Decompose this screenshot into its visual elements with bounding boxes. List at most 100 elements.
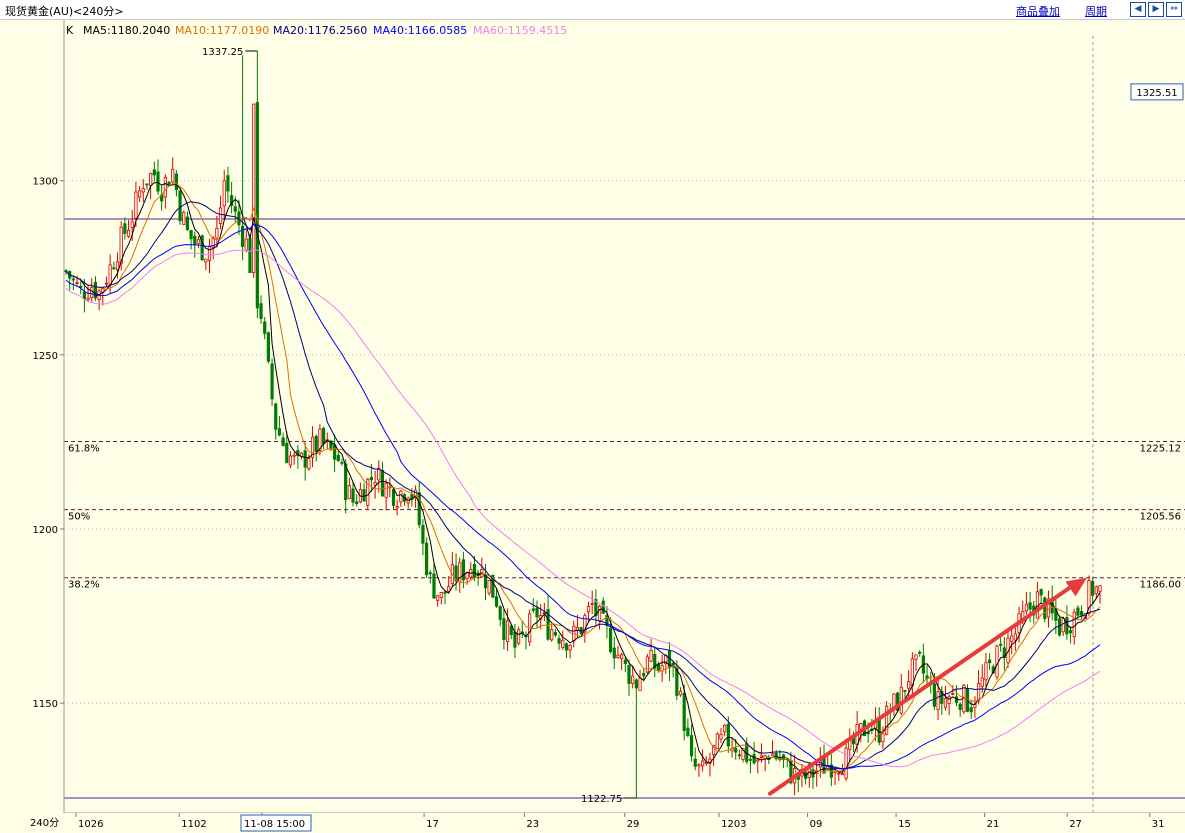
candle-body: [741, 748, 745, 760]
candle-body: [907, 681, 911, 689]
candle-body: [425, 542, 429, 576]
ma60-legend: MA60:1159.4515: [473, 24, 567, 37]
candle-body: [638, 677, 642, 691]
x-tick-label: 15: [898, 819, 911, 830]
candle-body: [976, 683, 981, 702]
candle-body: [568, 644, 572, 651]
candle-body: [421, 525, 425, 544]
candle-body: [1024, 603, 1029, 612]
candle-body: [999, 643, 1003, 646]
chart-annotations: 1337.25 1122.75 1325.51: [202, 47, 1184, 805]
candle-body: [903, 689, 907, 692]
cursor-time-frame: [240, 814, 312, 832]
candle-body: [310, 436, 315, 458]
candle-body: [263, 321, 267, 334]
candle-body: [918, 651, 922, 654]
candle-body: [207, 245, 212, 261]
candle-body: [586, 606, 591, 613]
candle-body: [712, 744, 716, 756]
candle-body: [204, 258, 208, 263]
candle-body: [958, 703, 962, 710]
ma5-legend: MA5:1180.2040: [83, 24, 170, 37]
candle-body: [344, 463, 348, 501]
candle-body: [355, 501, 359, 505]
trend-arrow-shaft: [768, 580, 1079, 796]
candle-body: [178, 190, 182, 222]
candle-body: [936, 691, 940, 710]
candle-body: [119, 226, 123, 265]
candle-body: [200, 235, 204, 261]
ma-line-ma10: [65, 183, 1101, 773]
candle-body: [980, 677, 984, 687]
candle-body: [682, 692, 686, 731]
candle-body: [384, 483, 388, 498]
overlay-button[interactable]: 商品叠加: [1016, 5, 1060, 18]
arrow-right-icon[interactable]: ▶: [1148, 2, 1164, 17]
candle-body: [303, 450, 307, 468]
candle-body: [608, 628, 613, 653]
candle-body: [932, 683, 937, 707]
candle-body: [145, 183, 149, 186]
level-left-label: 50%: [68, 512, 90, 523]
candle-body: [734, 747, 738, 753]
candle-body: [156, 171, 160, 192]
candle-body: [969, 707, 973, 713]
candle-body: [653, 654, 657, 669]
candle-body: [369, 477, 374, 481]
candle-body: [590, 603, 594, 605]
x-tick-label: 27: [1069, 819, 1082, 830]
candle-body: [730, 748, 734, 752]
candle-body: [723, 724, 727, 733]
candle-body: [837, 772, 841, 775]
candle-body: [726, 723, 730, 747]
candle-body: [362, 489, 366, 502]
nav-icons: ◀ ▶ ⇔: [1130, 2, 1182, 17]
level-right-label: 1225.12: [1140, 443, 1181, 454]
arrow-left-icon[interactable]: ◀: [1130, 2, 1146, 17]
candle-body: [781, 754, 786, 760]
period-button[interactable]: 周期: [1085, 5, 1107, 18]
candle-body: [1080, 611, 1084, 616]
level-left-label: 38.2%: [68, 580, 100, 591]
candle-body: [226, 175, 230, 192]
candle-body: [1091, 581, 1095, 596]
candle-body: [612, 647, 616, 659]
candle-body: [436, 595, 440, 601]
candle-body: [174, 173, 178, 190]
candle-body: [112, 267, 116, 270]
candle-body: [866, 732, 870, 735]
candle-body: [270, 363, 274, 400]
arrow-expand-icon[interactable]: ⇔: [1166, 2, 1182, 17]
level-right-label: 1186.00: [1140, 580, 1181, 591]
candle-body: [1043, 597, 1047, 620]
candle-body: [494, 596, 499, 607]
candle-body: [472, 564, 477, 579]
period-label: 240分: [30, 817, 59, 829]
trend-arrow: [768, 577, 1087, 796]
candle-body: [715, 733, 719, 750]
candle-body: [292, 454, 296, 457]
candle-body: [189, 229, 193, 240]
moving-average-lines: [65, 182, 1101, 777]
candle-body: [115, 261, 120, 270]
candle-body: [770, 753, 775, 756]
candle-body: [752, 754, 756, 764]
candle-body: [222, 180, 226, 207]
candle-body: [93, 281, 98, 299]
candle-body: [899, 686, 903, 714]
candle-body: [487, 579, 491, 594]
candle-body: [844, 747, 848, 779]
candle-body: [277, 428, 282, 436]
candle-body: [719, 734, 723, 740]
candle-body: [995, 645, 999, 678]
candle-body: [988, 659, 992, 664]
candle-body: [737, 754, 741, 757]
candle-body: [314, 435, 318, 453]
candle-body: [951, 693, 955, 695]
candle-body: [505, 620, 510, 643]
candle-body: [642, 673, 646, 677]
x-tick-label: 17: [426, 819, 439, 830]
candle-body: [163, 177, 167, 198]
candle-body: [211, 237, 215, 248]
candle-body: [373, 482, 377, 486]
